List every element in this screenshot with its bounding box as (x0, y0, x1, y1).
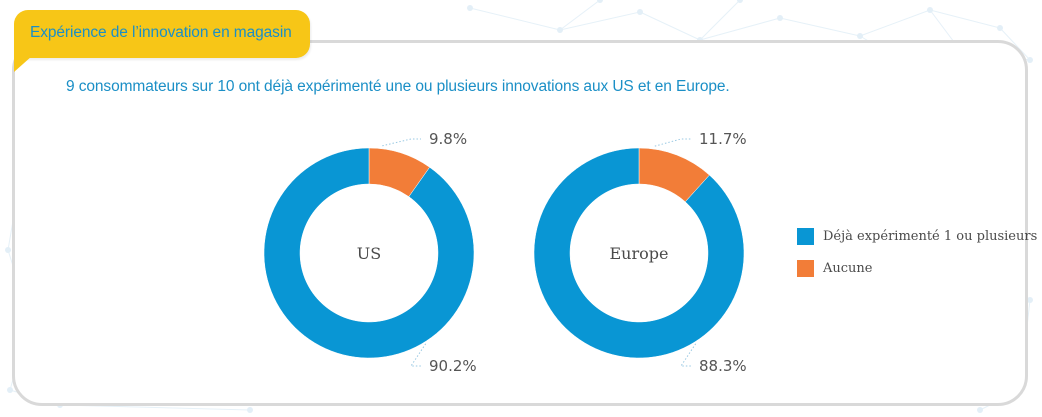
network-line (469, 7, 561, 31)
legend-label-none: Aucune (823, 261, 873, 276)
network-node (597, 0, 603, 3)
section-tag (14, 10, 310, 58)
donut-slice-us-experimented (263, 147, 475, 359)
section-tag-label: Expérience de l’innovation en magasin (30, 24, 292, 41)
network-node (1027, 57, 1033, 63)
donut-center-label-europe: Europe (610, 244, 669, 263)
data-label-us-experimented: 90.2% (429, 357, 477, 375)
legend-item-none: Aucune (797, 260, 872, 277)
network-line (999, 27, 1031, 61)
network-node (7, 387, 13, 393)
network-node (1027, 297, 1033, 303)
legend-swatch-blue (797, 228, 814, 245)
network-line (559, 11, 641, 31)
network-node (857, 33, 863, 39)
network-line (699, 17, 781, 41)
network-line (559, 0, 601, 31)
donut-center-label-us: US (357, 244, 381, 263)
legend-swatch-orange (797, 260, 814, 277)
leader-line-europe-none (654, 138, 691, 147)
network-line (929, 9, 1001, 29)
network-node (977, 407, 983, 413)
network-node (927, 7, 933, 13)
data-label-us-none: 9.8% (429, 130, 467, 148)
network-node (5, 247, 11, 253)
network-line (859, 9, 931, 37)
legend-label-experimented: Déjà expérimenté 1 ou plusieurs (823, 229, 1038, 244)
legend-item-experimented: Déjà expérimenté 1 ou plusieurs (797, 228, 1037, 245)
data-label-europe-none: 11.7% (699, 130, 747, 148)
network-node (777, 15, 783, 21)
donut-slice-europe-experimented (533, 147, 745, 359)
leader-line-us-none (382, 138, 421, 147)
network-line (779, 17, 861, 37)
network-node (997, 25, 1003, 31)
network-node (467, 5, 473, 11)
content-card (12, 40, 1028, 406)
network-node (247, 407, 253, 413)
chart-subtitle: 9 consommateurs sur 10 ont déjà expérime… (66, 78, 730, 95)
network-node (637, 9, 643, 15)
network-line (699, 0, 741, 41)
network-line (639, 11, 701, 41)
section-tag-tail (14, 56, 32, 72)
data-label-europe-experimented: 88.3% (699, 357, 747, 375)
network-node (737, 0, 743, 3)
network-node (557, 27, 563, 33)
